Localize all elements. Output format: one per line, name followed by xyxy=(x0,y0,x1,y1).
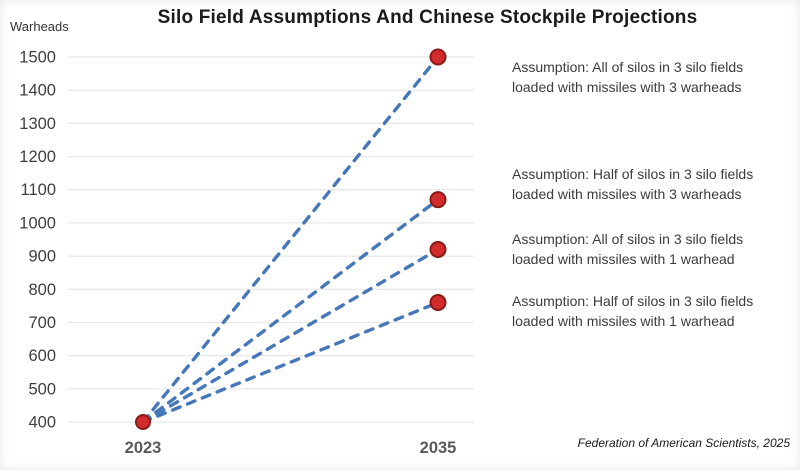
annotation-line: loaded with missiles with 1 warhead xyxy=(512,312,735,329)
annotation-all-silos-1-warhead: Assumption: All of silos in 3 silo field… xyxy=(512,230,800,269)
chart-title: Silo Field Assumptions And Chinese Stock… xyxy=(157,7,698,28)
y-tick-label: 800 xyxy=(28,281,56,299)
y-tick-label: 500 xyxy=(28,380,56,398)
y-tick-label: 400 xyxy=(28,414,56,432)
y-axis-unit-label: Warheads xyxy=(10,19,69,34)
annotation-line: Assumption: Half of silos in 3 silo fiel… xyxy=(512,293,754,309)
x-tick-label: 2035 xyxy=(420,439,457,457)
data-point-marker xyxy=(429,294,447,312)
y-tick-label: 1300 xyxy=(19,115,56,133)
annotation-line: loaded with missiles with 3 warheads xyxy=(512,185,742,202)
y-tick-label: 1500 xyxy=(19,49,56,67)
projection-line xyxy=(141,55,440,424)
y-tick-label: 1100 xyxy=(21,181,56,199)
y-tick-label: 1200 xyxy=(19,148,56,166)
annotation-line: Assumption: All of silos in 3 silo field… xyxy=(512,59,744,75)
projection-line xyxy=(141,300,440,424)
data-point-marker xyxy=(429,191,447,209)
annotation-all-silos-3-warheads: Assumption: All of silos in 3 silo field… xyxy=(512,58,800,97)
annotation-half-silos-1-warhead: Assumption: Half of silos in 3 silo fiel… xyxy=(512,292,800,331)
x-tick-label: 2023 xyxy=(125,439,162,457)
source-attribution: Federation of American Scientists, 2025 xyxy=(577,436,790,450)
y-tick-label: 1400 xyxy=(19,82,56,100)
data-point-start xyxy=(135,414,151,430)
annotation-line: Assumption: All of silos in 3 silo field… xyxy=(512,231,744,247)
data-point-marker xyxy=(429,48,447,66)
y-tick-label: 1000 xyxy=(19,214,56,232)
annotation-line: loaded with missiles with 1 warhead xyxy=(512,250,735,267)
annotation-line: Assumption: Half of silos in 3 silo fiel… xyxy=(512,166,754,182)
annotation-line: loaded with missiles with 3 warheads xyxy=(512,78,742,95)
y-tick-label: 600 xyxy=(28,347,56,365)
annotation-half-silos-3-warheads: Assumption: Half of silos in 3 silo fiel… xyxy=(512,165,800,204)
projection-line xyxy=(141,197,440,424)
projection-line xyxy=(141,247,440,424)
y-tick-label: 700 xyxy=(28,314,56,332)
data-point-marker xyxy=(429,240,447,258)
y-tick-label: 900 xyxy=(28,248,56,266)
